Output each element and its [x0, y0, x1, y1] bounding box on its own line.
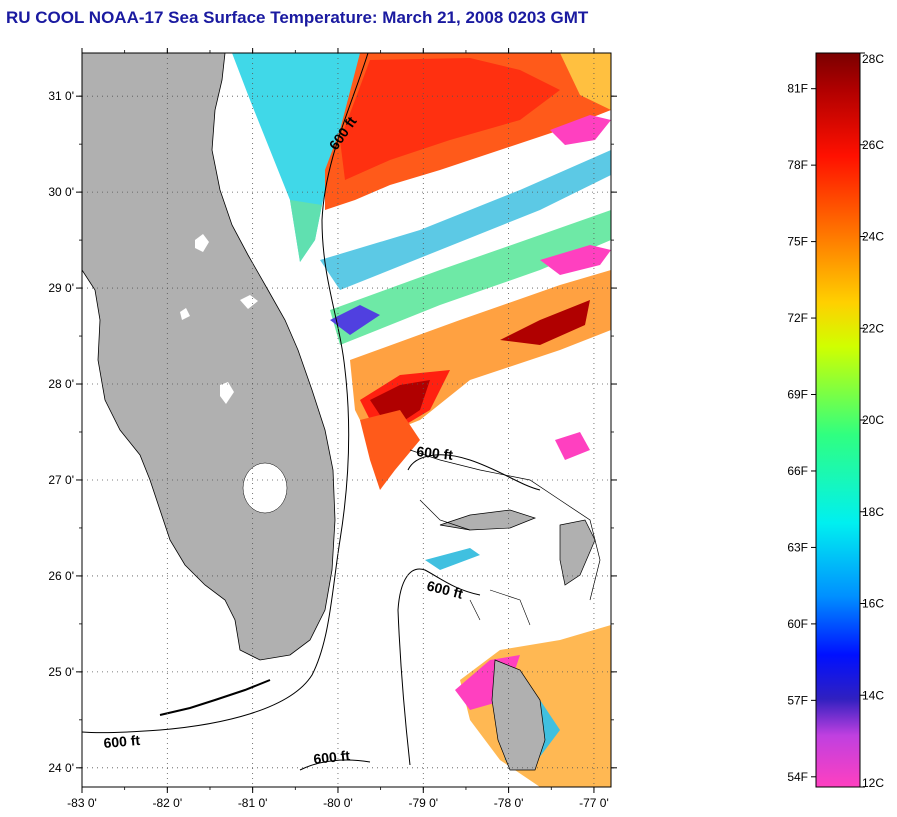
florida-keys — [159, 679, 271, 716]
sst-band-dark-2 — [500, 300, 590, 345]
sst-swath-orange — [340, 58, 560, 180]
colorbar-celsius-label: 18C — [862, 505, 884, 519]
sst-swath-cool — [232, 53, 370, 262]
latitude-axis: 31 0' 30 0' 29 0' 28 0' 27 0' 26 0' 25 0' 24 0' — [48, 89, 617, 775]
colorbar-fahrenheit-label: 81F — [787, 82, 808, 96]
colorbar-fahrenheit-label: 78F — [787, 158, 808, 172]
y-tick-label: 26 0' — [48, 569, 74, 583]
contour-600ft-bahamas — [407, 454, 541, 491]
sst-band-pink-1 — [540, 245, 611, 275]
longitude-axis: -83 0' -82 0' -81 0' -80 0' -79 0' -78 0' -77 … — [67, 48, 609, 810]
sst-patch-small — [425, 548, 480, 570]
y-tick-label: 31 0' — [48, 89, 74, 103]
colorbar-gradient — [816, 53, 860, 787]
x-tick-label: -79 0' — [408, 796, 438, 810]
colorbar-celsius-label: 24C — [862, 230, 884, 244]
contour-600ft-tongue — [397, 568, 481, 766]
florida-lake-3 — [220, 382, 234, 404]
colorbar-ticks: 28C 26C 24C 22C 20C 18C 16C 14C 12C 81F 78F 75F 72F 6… — [787, 52, 884, 790]
sst-swath-yellow-edge — [560, 53, 611, 110]
colorbar-celsius-label: 22C — [862, 321, 884, 335]
map-grid — [82, 53, 611, 787]
y-tick-label: 30 0' — [48, 185, 74, 199]
colorbar-celsius-label: 28C — [862, 52, 884, 66]
colorbar-fahrenheit-label: 60F — [787, 617, 808, 631]
sst-band-pink-2 — [550, 115, 611, 145]
y-tick-label: 25 0' — [48, 665, 74, 679]
colorbar-celsius-label: 26C — [862, 138, 884, 152]
x-tick-label: -81 0' — [238, 796, 268, 810]
florida-lake-1 — [195, 234, 209, 252]
colorbar-celsius-label: 12C — [862, 776, 884, 790]
contour-600ft-main — [82, 53, 369, 734]
colorbar-fahrenheit-label: 54F — [787, 770, 808, 784]
map-panel: 600 ft 600 ft 600 ft 600 ft 600 ft -83 0… — [48, 48, 617, 810]
y-tick-label: 24 0' — [48, 761, 74, 775]
colorbar-fahrenheit-label: 69F — [787, 388, 808, 402]
sst-band-pink-3 — [555, 432, 590, 460]
sst-band-purple-1 — [330, 305, 380, 335]
andros — [491, 659, 546, 771]
colorbar-fahrenheit-label: 75F — [787, 235, 808, 249]
x-tick-label: -83 0' — [67, 796, 97, 810]
colorbar-celsius-label: 14C — [862, 688, 884, 702]
lake-okeechobee — [242, 462, 288, 514]
sst-band-2 — [330, 210, 611, 345]
bahama-bank-outline-2 — [469, 589, 531, 626]
y-tick-label: 28 0' — [48, 377, 74, 391]
colorbar-celsius-label: 20C — [862, 413, 884, 427]
colorbar: 28C 26C 24C 22C 20C 18C 16C 14C 12C 81F 78F 75F 72F 6… — [787, 52, 884, 790]
sst-band-1 — [320, 150, 611, 290]
y-tick-label: 29 0' — [48, 281, 74, 295]
abaco — [559, 519, 596, 586]
x-tick-label: -80 0' — [323, 796, 353, 810]
contour-600ft-south — [299, 759, 371, 771]
contour-label-bahamas: 600 ft — [416, 443, 454, 463]
colorbar-fahrenheit-label: 57F — [787, 693, 808, 707]
sst-band-5 — [360, 410, 420, 490]
florida-lake-4 — [240, 295, 258, 309]
colorbar-fahrenheit-label: 66F — [787, 464, 808, 478]
colorbar-celsius-label: 16C — [862, 597, 884, 611]
x-tick-label: -78 0' — [494, 796, 524, 810]
bahama-bank-outline — [409, 449, 601, 601]
sst-swath-cool-green — [290, 200, 322, 262]
contour-label-keys: 600 ft — [103, 732, 141, 751]
contour-label-south: 600 ft — [313, 747, 351, 767]
x-tick-label: -77 0' — [579, 796, 609, 810]
y-tick-label: 27 0' — [48, 473, 74, 487]
colorbar-fahrenheit-label: 72F — [787, 311, 808, 325]
map-frame — [81, 52, 612, 788]
map-title: RU COOL NOAA-17 Sea Surface Temperature:… — [6, 8, 589, 27]
florida-lake-2 — [180, 308, 190, 320]
colorbar-fahrenheit-label: 63F — [787, 540, 808, 554]
x-tick-label: -82 0' — [152, 796, 182, 810]
